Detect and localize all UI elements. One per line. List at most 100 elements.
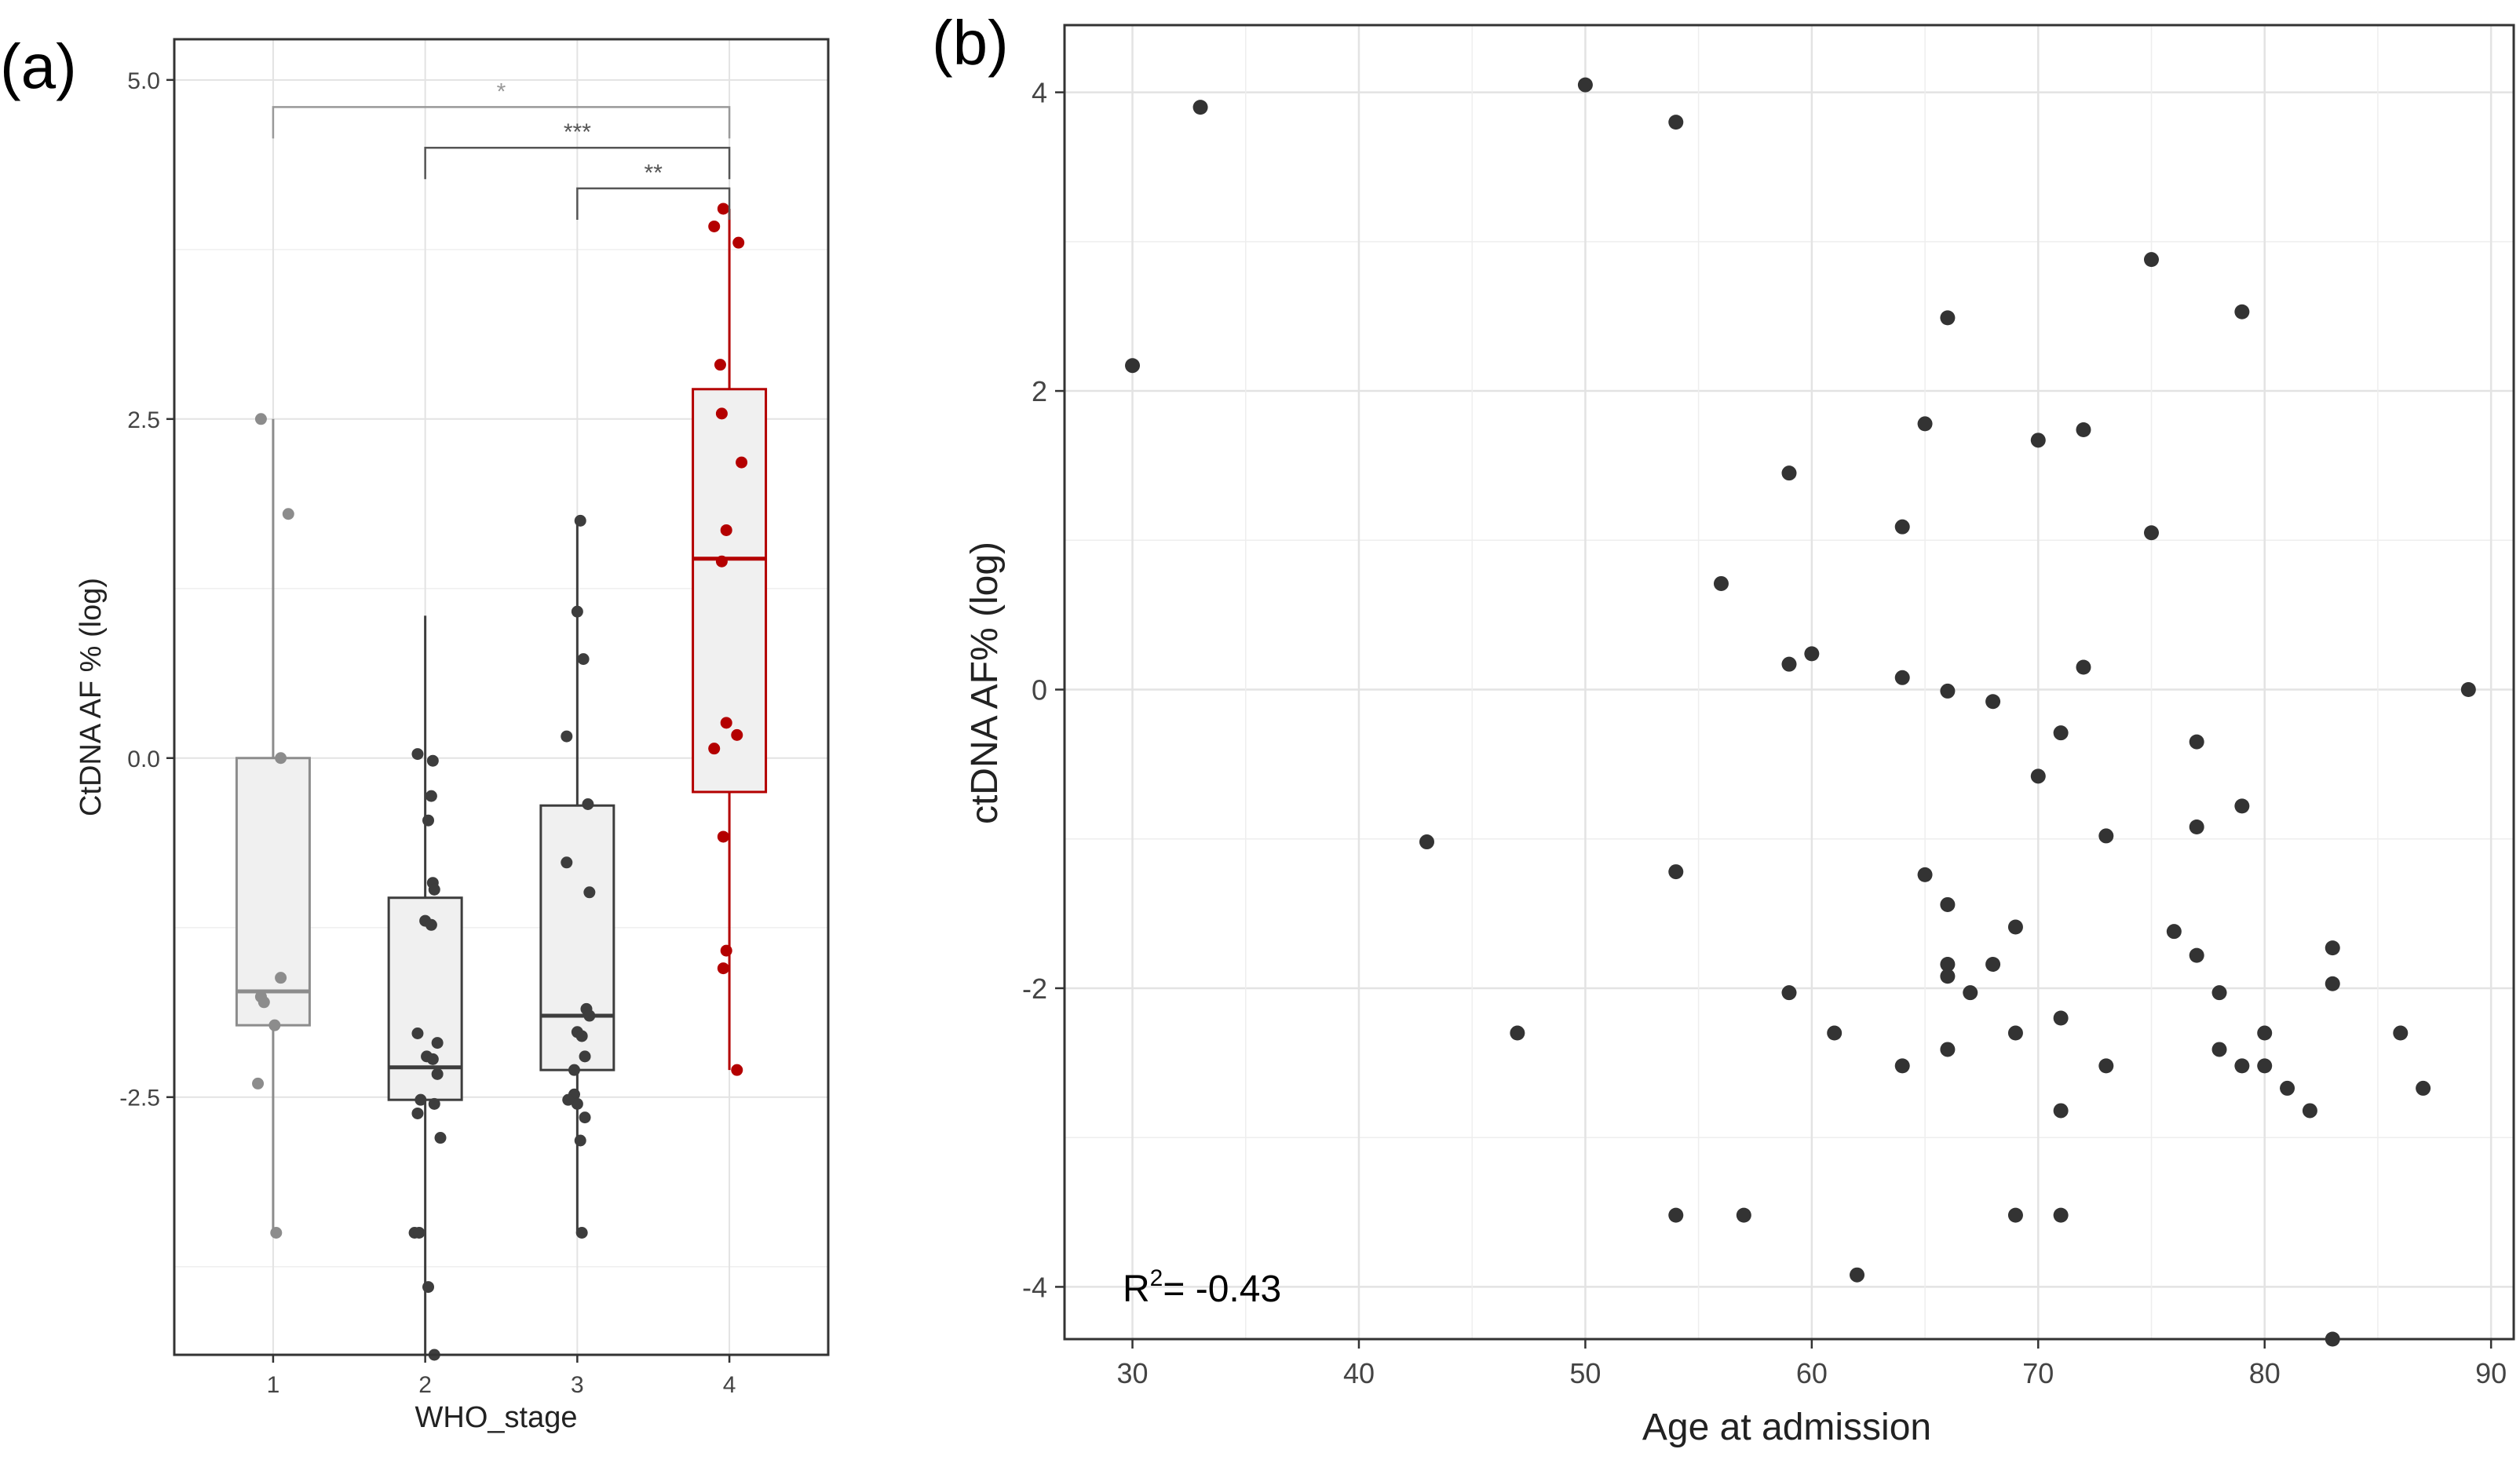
x-tick-label: 70 <box>2022 1357 2054 1389</box>
data-point <box>411 1027 424 1040</box>
data-point <box>2234 304 2250 319</box>
data-point <box>2030 768 2046 784</box>
data-point <box>2234 798 2250 814</box>
data-point <box>2416 1080 2431 1096</box>
data-point <box>561 856 573 869</box>
x-tick-label: 50 <box>1569 1357 1601 1389</box>
data-point <box>1940 1042 1956 1057</box>
r-squared-value: = -0.43 <box>1163 1268 1281 1310</box>
data-point <box>1985 957 2001 973</box>
data-point <box>2053 725 2069 741</box>
data-point <box>1850 1267 1865 1283</box>
data-point <box>2302 1103 2317 1119</box>
data-point <box>715 407 728 420</box>
data-point <box>717 830 729 843</box>
data-point <box>732 236 745 249</box>
data-point <box>583 1009 596 1022</box>
data-point <box>2189 947 2204 963</box>
data-point <box>2007 919 2023 935</box>
panel-b-label: (b) <box>932 8 1009 78</box>
y-tick-label: 5.0 <box>127 68 160 94</box>
data-point <box>1827 1025 1843 1041</box>
x-tick-label: 80 <box>2249 1357 2281 1389</box>
x-tick-label: 90 <box>2475 1357 2507 1389</box>
box-4 <box>692 388 768 794</box>
data-point <box>2144 252 2159 268</box>
data-point <box>575 1226 588 1239</box>
significance-bracket <box>272 106 731 139</box>
data-point <box>2234 1058 2250 1074</box>
data-point <box>411 1107 424 1119</box>
panel-a-x-axis-title: WHO_stage <box>415 1401 578 1434</box>
data-point <box>582 798 594 810</box>
data-point <box>2007 1025 2023 1041</box>
data-point <box>720 944 732 957</box>
data-point <box>268 1019 281 1031</box>
data-point <box>1192 100 1208 115</box>
y-tick-label: 0 <box>1032 674 1047 706</box>
data-point <box>1985 694 2001 710</box>
panel-b-y-axis-title: ctDNA AF% (log) <box>964 542 1006 824</box>
data-point <box>270 1226 283 1239</box>
data-point <box>422 814 435 827</box>
panel-b-gridlines <box>1065 25 2514 1339</box>
data-point <box>428 883 440 896</box>
data-point <box>715 555 728 568</box>
x-tick-label: 1 <box>267 1372 280 1398</box>
data-point <box>254 413 267 425</box>
y-tick-label: 2 <box>1032 375 1047 407</box>
data-point <box>1894 519 1910 535</box>
data-point <box>1917 416 1933 432</box>
box-2 <box>387 896 463 1101</box>
data-point <box>2257 1025 2273 1041</box>
data-point <box>2144 525 2159 541</box>
data-point <box>579 1050 591 1063</box>
data-point <box>2393 1025 2409 1041</box>
significance-label: *** <box>564 119 591 145</box>
panel-b-points <box>1125 77 2476 1347</box>
panel-a-y-axis-title: CtDNA AF % (log) <box>75 578 108 816</box>
data-point <box>434 1132 447 1144</box>
data-point <box>1668 115 1684 130</box>
data-point <box>426 1053 439 1065</box>
y-tick-label: -2.5 <box>119 1086 160 1111</box>
data-point <box>2211 1042 2227 1057</box>
data-point <box>428 1097 440 1110</box>
data-point <box>708 743 721 755</box>
data-point <box>720 524 732 536</box>
x-tick-label: 3 <box>571 1372 584 1398</box>
data-point <box>717 203 729 215</box>
y-tick-label: -2 <box>1022 973 1047 1005</box>
y-tick-label: 4 <box>1032 77 1047 109</box>
data-point <box>1940 683 1956 699</box>
data-point <box>1781 656 1797 672</box>
panel-b-x-axis: 30 40 50 60 70 80 90 <box>1117 1339 2507 1389</box>
data-point <box>425 790 437 802</box>
data-point <box>2166 924 2182 940</box>
data-point <box>1940 969 1956 984</box>
x-tick-label: 30 <box>1117 1357 1149 1389</box>
data-point <box>415 1093 427 1106</box>
data-point <box>2007 1207 2023 1223</box>
data-point <box>1781 985 1797 1001</box>
data-point <box>714 359 726 371</box>
data-point <box>2098 828 2114 844</box>
panel-a-label: (a) <box>0 31 77 101</box>
data-point <box>1577 77 1593 93</box>
significance-bracket <box>424 146 731 180</box>
data-point <box>2460 682 2476 698</box>
data-point <box>1736 1207 1751 1223</box>
data-point <box>574 514 586 527</box>
x-tick-label: 40 <box>1343 1357 1375 1389</box>
data-point <box>583 886 596 899</box>
data-point <box>1668 1207 1684 1223</box>
r-squared-base: R <box>1123 1268 1150 1310</box>
data-point <box>2076 422 2091 438</box>
y-tick-label: 2.5 <box>127 407 160 433</box>
significance-bracket <box>576 187 731 221</box>
data-point <box>720 717 732 729</box>
panel-a-x-axis: 1 2 3 4 <box>267 1355 736 1398</box>
data-point <box>717 962 729 975</box>
